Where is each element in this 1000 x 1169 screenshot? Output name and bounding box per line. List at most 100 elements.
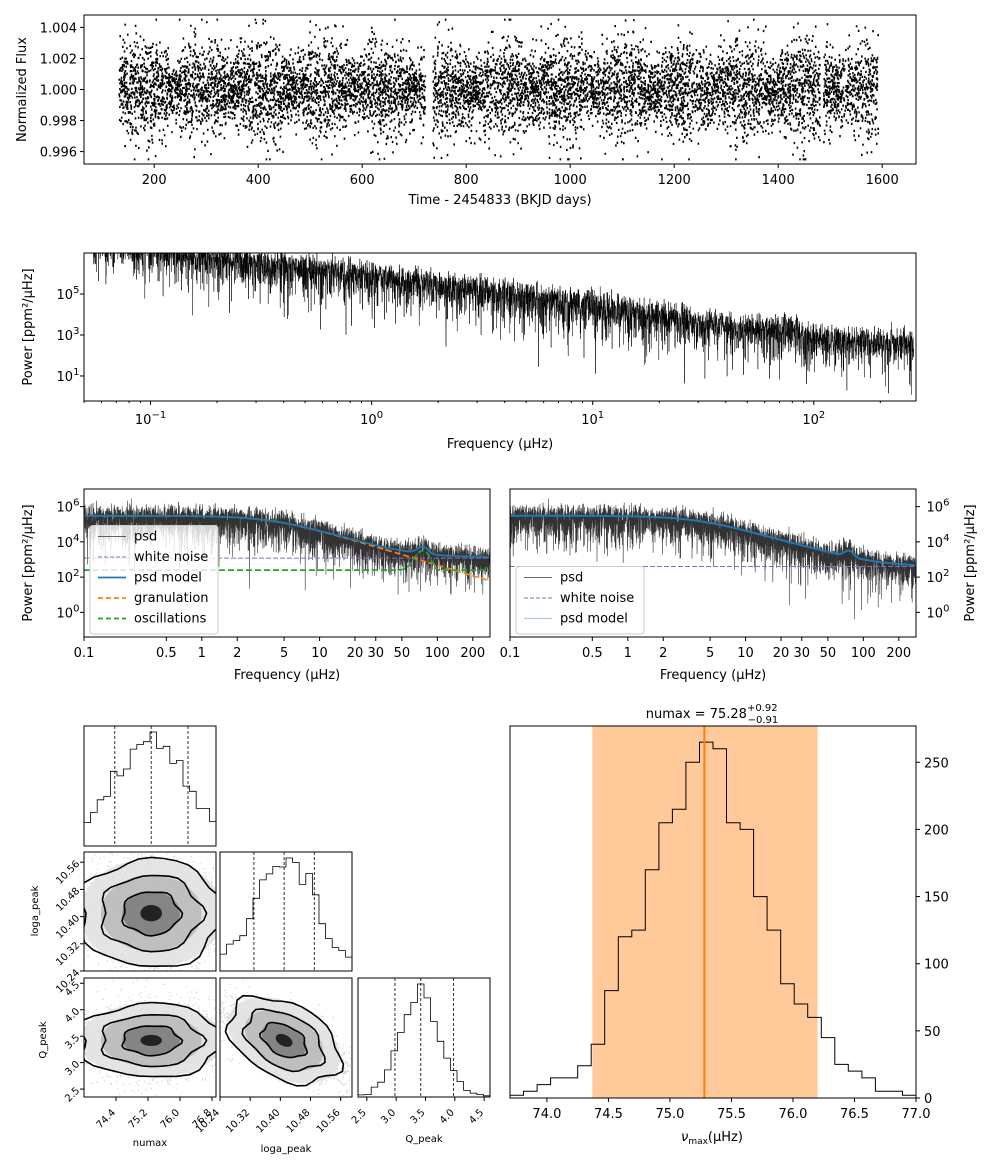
psd-ytick-label: 103: [57, 326, 80, 344]
corner-contour: [241, 1008, 326, 1073]
legend-label: psd model: [134, 571, 202, 586]
fit-xtick-label: 0.5: [582, 646, 603, 661]
corner-cell-frame: [357, 977, 491, 1098]
corner-hist: [357, 983, 491, 1097]
corner-contour: [121, 891, 184, 937]
lightcurve-xtick-label: 1600: [866, 173, 899, 188]
hist-xtick-label: 76.5: [840, 1107, 869, 1122]
corner-contour: [84, 856, 216, 968]
psd-line: [92, 253, 914, 395]
fit-ylabel: Power [ppm²/μHz]: [21, 504, 36, 621]
corner-ytick-label: 10.56: [54, 859, 82, 887]
histogram-step: [509, 741, 917, 1098]
corner-contour: [84, 1001, 216, 1078]
lightcurve-xtick-label: 1000: [554, 173, 587, 188]
corner-xtick-label: 4.5: [467, 1107, 486, 1126]
lightcurve-panel: 200 400 600 800 1000 1200 1400 1600 0.996 0.998 1.…: [15, 14, 917, 208]
fit-xtick-label: 200: [886, 646, 911, 661]
corner-cell-frame: [219, 851, 353, 972]
psd-xtick-label: 10−1: [135, 410, 166, 428]
corner-ytick-label: 3.5: [63, 1033, 82, 1052]
corner-ylabel: loga_peak: [30, 885, 41, 936]
psd-panel: 10−1 100 101 102 101 103 105 Frequency (μHz) Pow…: [21, 252, 917, 452]
fit-xtick-label: 10: [737, 646, 754, 661]
lightcurve-xtick-label: 1400: [762, 173, 795, 188]
legend-label: white noise: [560, 591, 634, 606]
corner-density: [275, 1033, 293, 1047]
lightcurve-xtick-label: 400: [246, 173, 271, 188]
corner-xlabel: Q_peak: [405, 1134, 442, 1145]
corner-xtick-label: 3.5: [409, 1107, 428, 1126]
corner-xlabel: loga_peak: [261, 1144, 312, 1155]
fit-xtick-label: 1: [198, 646, 206, 661]
fit-xtick-label: 0.1: [500, 646, 521, 661]
hist-xtick-label: 77.0: [902, 1107, 931, 1122]
psd-ytick-label: 105: [57, 285, 80, 303]
corner-xtick-label: 4.0: [438, 1107, 457, 1126]
corner-ytick-label: 2.5: [63, 1086, 82, 1105]
hist-ytick-label: 100: [924, 958, 949, 973]
fit-legend: psd white noise psd model granulation oscill…: [89, 525, 219, 635]
hist-xtick-label: 75.5: [717, 1107, 746, 1122]
fit-ytick-label: 100: [57, 603, 80, 621]
fit-xtick-label: 50: [394, 646, 411, 661]
corner-contour: [259, 1021, 309, 1059]
psd-model-line: [510, 514, 916, 567]
legend-box: [515, 566, 645, 635]
psd-xtick-label: 101: [581, 410, 604, 428]
corner-ytick-label: 10.40: [54, 913, 82, 941]
corner-plot: 74.4 75.2 76.0 76.810.24 10.32 10.40 10.48 10.5…: [30, 725, 491, 1155]
numax-histogram: 74.0 74.5 75.0 75.5 76.0 76.5 77.00 50 100 150 200…: [509, 703, 949, 1147]
fit-ylabel: Power [ppm²/μHz]: [963, 504, 978, 621]
fit-xtick-label: 50: [820, 646, 837, 661]
fit-xtick-label: 2: [659, 646, 667, 661]
fit-xtick-label: 200: [460, 646, 485, 661]
fit-ytick-label: 102: [927, 568, 950, 586]
corner-xtick-label: 75.2: [127, 1107, 151, 1131]
fit-xtick-label: 20: [347, 646, 364, 661]
fit-xtick-label: 5: [706, 646, 714, 661]
corner-ytick-label: 3.0: [63, 1059, 82, 1078]
corner-xtick-label: 10.40: [254, 1107, 282, 1135]
fit-xtick-label: 30: [793, 646, 810, 661]
hist-ytick-label: 250: [924, 756, 949, 771]
legend-label: white noise: [134, 550, 208, 565]
fit-xlabel: Frequency (μHz): [234, 668, 340, 683]
fit-xtick-label: 100: [851, 646, 876, 661]
corner-xtick-label: 76.0: [159, 1107, 183, 1131]
fit-xtick-label: 100: [425, 646, 450, 661]
psd-xlabel: Frequency (μHz): [447, 437, 553, 452]
legend-label: oscillations: [134, 612, 207, 627]
fit-xtick-label: 0.5: [156, 646, 177, 661]
histogram-xlabel: νmax(μHz): [681, 1130, 743, 1147]
corner-xtick-label: 2.5: [350, 1107, 369, 1126]
corner-xtick-label: 10.56: [315, 1107, 343, 1135]
corner-contour: [100, 874, 208, 953]
corner-xtick-label: 10.48: [285, 1107, 313, 1135]
legend-label: psd model: [560, 612, 628, 627]
fit-xtick-label: 0.1: [74, 646, 95, 661]
histogram-frame: [509, 725, 917, 1099]
corner-xtick-label: 3.0: [379, 1107, 398, 1126]
fit-xtick-label: 5: [280, 646, 288, 661]
corner-xtick-label: 10.32: [224, 1107, 252, 1135]
lightcurve-ytick-label: 0.998: [40, 115, 77, 130]
hist-ytick-label: 0: [924, 1092, 932, 1107]
corner-density: [140, 1034, 162, 1046]
fit-xtick-label: 20: [773, 646, 790, 661]
lightcurve-points: [118, 18, 880, 161]
corner-cell-frame: [83, 977, 217, 1098]
hist-ytick-label: 200: [924, 823, 949, 838]
fit-xtick-label: 2: [233, 646, 241, 661]
lightcurve-xtick-label: 200: [142, 173, 167, 188]
fit-legend: psd white noise psd model: [515, 566, 645, 635]
lightcurve-xtick-label: 1200: [658, 173, 691, 188]
corner-cell-frame: [219, 977, 353, 1098]
lightcurve-xtick-label: 600: [350, 173, 375, 188]
corner-cell-frame: [83, 851, 217, 972]
fit-ytick-label: 102: [57, 568, 80, 586]
fit-xtick-label: 1: [624, 646, 632, 661]
psd-xtick-label: 102: [802, 410, 825, 428]
psd-ytick-label: 101: [57, 367, 80, 385]
